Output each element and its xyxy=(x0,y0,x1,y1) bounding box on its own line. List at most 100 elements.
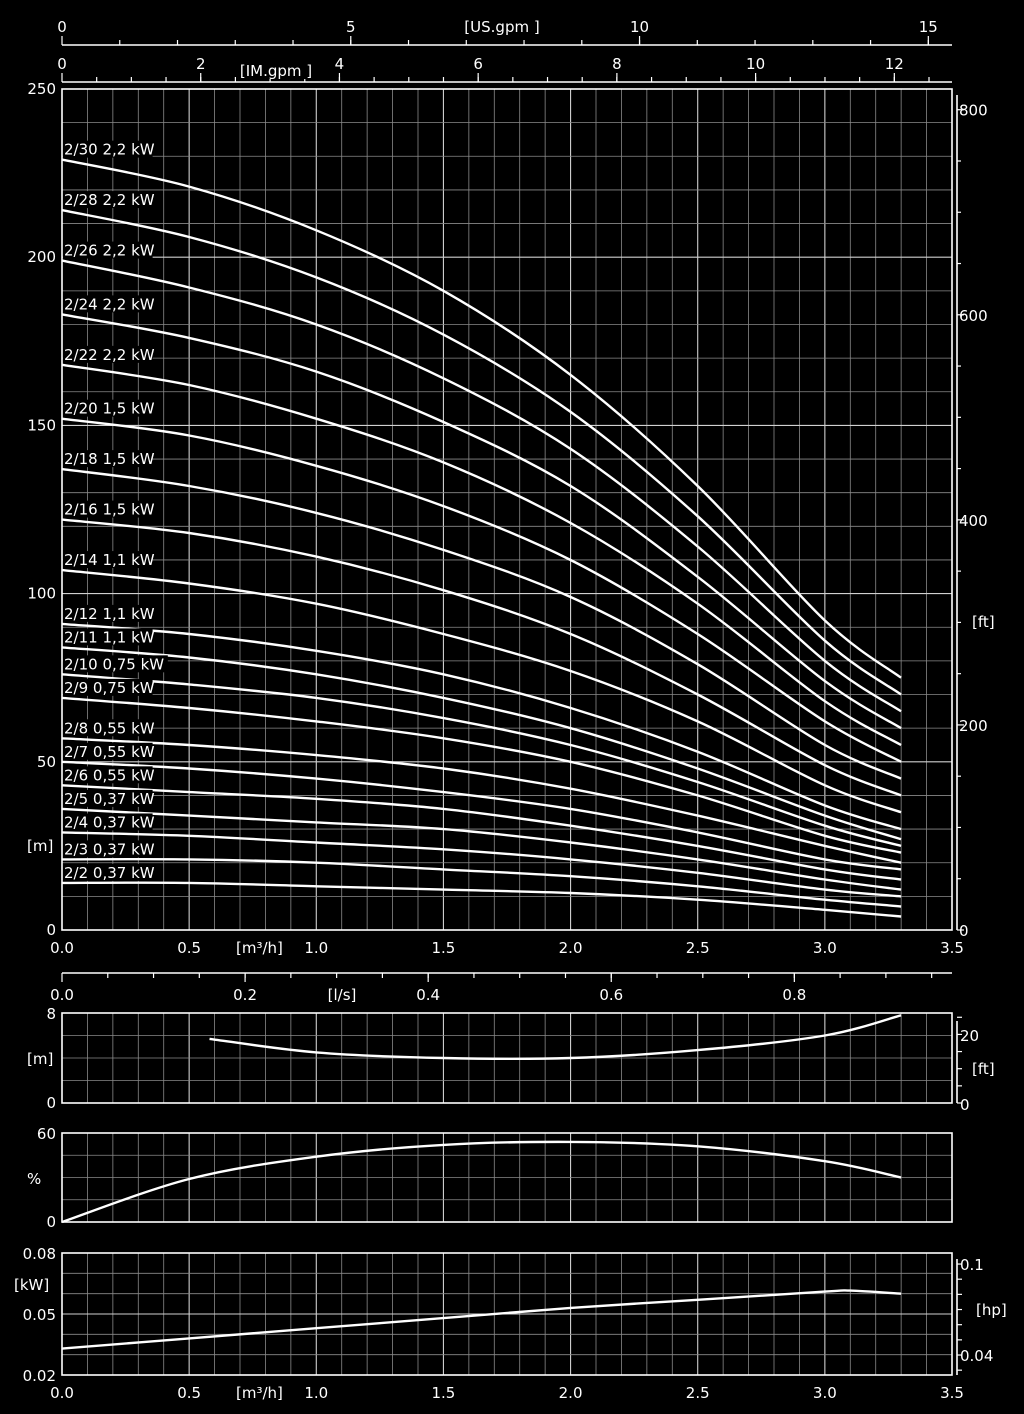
series-label: 2/2 0,37 kW xyxy=(64,864,155,882)
x-tick-label: 3.5 xyxy=(940,939,964,957)
npsh-curve xyxy=(209,1014,902,1061)
series-label-bg xyxy=(63,295,153,313)
series-label-bg xyxy=(63,655,168,673)
y-tick-label: 0 xyxy=(46,921,56,939)
series-label-group: 2/30 2,2 kW xyxy=(63,140,155,159)
y-tick-label: 200 xyxy=(27,248,56,266)
us-gpm-tick-label: 15 xyxy=(919,18,938,36)
series-label-bg xyxy=(63,450,153,468)
series-label: 2/10 0,75 kW xyxy=(64,655,164,673)
plot-frame xyxy=(61,1252,953,1376)
series-label-group: 2/4 0,37 kW xyxy=(63,813,155,831)
im-gpm-tick-label: 12 xyxy=(885,55,904,73)
x-tick-label: 1.5 xyxy=(431,939,455,957)
y-tick-label: 50 xyxy=(37,753,56,771)
im-gpm-axis-label: [IM.gpm ] xyxy=(240,62,312,80)
series-label: 2/28 2,2 kW xyxy=(64,191,155,209)
y-axis-label: [m] xyxy=(27,1050,53,1068)
series-label-group: 2/7 0,55 kW xyxy=(63,742,155,761)
x-tick-label: 2.0 xyxy=(559,939,583,957)
us-gpm-tick-label: 10 xyxy=(630,18,649,36)
series-label: 2/8 0,55 kW xyxy=(64,719,155,737)
y2-tick-label: 0 xyxy=(959,922,969,940)
plot-frame xyxy=(61,1132,953,1223)
x-axis-label: [m³/h] xyxy=(236,1384,283,1402)
series-label-group: 2/2 0,37 kW xyxy=(63,863,155,882)
im-gpm-tick-label: 4 xyxy=(335,55,345,73)
plot-frame xyxy=(61,1012,953,1104)
x-tick-label: 1.5 xyxy=(431,1384,455,1402)
efficiency-curve xyxy=(61,1140,902,1224)
y2-tick-label: 0.1 xyxy=(960,1256,984,1274)
head-curve-4 xyxy=(61,363,902,747)
im-gpm-tick-label: 10 xyxy=(746,55,765,73)
series-label: 2/9 0,75 kW xyxy=(64,679,155,697)
series-label-bg xyxy=(63,500,153,518)
series-label: 2/22 2,2 kW xyxy=(64,346,155,364)
x-tick-label: 1.0 xyxy=(304,939,328,957)
series-label-bg xyxy=(63,789,153,807)
series-label-bg xyxy=(63,863,153,881)
series-label-bg xyxy=(63,813,153,831)
series-label: 2/4 0,37 kW xyxy=(64,813,155,831)
x-tick-label: 0.5 xyxy=(177,1384,201,1402)
series-label-group: 2/11 1,1 kW xyxy=(63,628,155,646)
series-label: 2/6 0,55 kW xyxy=(64,766,155,784)
head-curve-18 xyxy=(61,857,902,908)
series-label-group: 2/14 1,1 kW xyxy=(63,551,155,569)
series-label: 2/12 1,1 kW xyxy=(64,605,155,623)
head-curve-5 xyxy=(61,417,902,763)
y-tick-label: 0 xyxy=(46,1094,56,1112)
x-tick-label: 2.0 xyxy=(559,1384,583,1402)
y2-axis-label: [hp] xyxy=(976,1301,1007,1319)
plot-frame xyxy=(61,88,953,931)
head-curve-14 xyxy=(61,760,902,871)
series-label-group: 2/5 0,37 kW xyxy=(63,789,155,808)
y2-tick-label: 20 xyxy=(960,1027,979,1045)
y2-axis-label: [ft] xyxy=(972,613,995,631)
x-tick-label: 2.5 xyxy=(686,939,710,957)
series-label-group: 2/22 2,2 kW xyxy=(63,345,155,364)
head-curve-11 xyxy=(61,673,902,848)
series-label-bg xyxy=(63,766,153,784)
y-axis-label: [kW] xyxy=(14,1276,49,1294)
series-label-group: 2/10 0,75 kW xyxy=(63,655,168,673)
x-tick-label: 3.0 xyxy=(813,1384,837,1402)
series-label-group: 2/8 0,55 kW xyxy=(63,719,155,737)
head-curve-19 xyxy=(61,881,902,918)
series-label: 2/26 2,2 kW xyxy=(64,242,155,260)
ls-tick-label: 0.2 xyxy=(233,986,257,1004)
ls-tick-label: 0.4 xyxy=(416,986,440,1004)
head-curve-2 xyxy=(61,259,902,713)
head-curve-12 xyxy=(61,696,902,854)
series-label: 2/16 1,5 kW xyxy=(64,501,155,519)
y2-tick-label: 200 xyxy=(959,717,988,735)
series-label: 2/30 2,2 kW xyxy=(64,141,155,159)
head-curve-16 xyxy=(61,807,902,891)
series-label-group: 2/20 1,5 kW xyxy=(63,399,155,418)
y-tick-label: 250 xyxy=(27,80,56,98)
series-label-group: 2/26 2,2 kW xyxy=(63,241,155,260)
im-gpm-tick-label: 8 xyxy=(612,55,622,73)
series-label-group: 2/16 1,5 kW xyxy=(63,501,155,519)
x-tick-label: 0.0 xyxy=(50,939,74,957)
ls-axis-label: [l/s] xyxy=(328,986,357,1004)
y-tick-label: 0.08 xyxy=(23,1245,56,1263)
x-tick-label: 2.5 xyxy=(686,1384,710,1402)
us-gpm-axis-label: [US.gpm ] xyxy=(464,18,539,36)
y-tick-label: 60 xyxy=(37,1125,56,1143)
series-label-bg xyxy=(63,628,153,646)
ls-tick-label: 0.0 xyxy=(50,986,74,1004)
y-tick-label: 0.05 xyxy=(23,1306,56,1324)
series-label-bg xyxy=(63,191,153,209)
series-label: 2/24 2,2 kW xyxy=(64,295,155,313)
y2-axis-label: [ft] xyxy=(972,1060,995,1078)
ls-tick-label: 0.8 xyxy=(782,986,806,1004)
y-tick-label: 100 xyxy=(27,585,56,603)
y-axis-label: [m] xyxy=(27,837,53,855)
y-axis-label: % xyxy=(27,1170,41,1188)
series-label-group: 2/28 2,2 kW xyxy=(63,191,155,209)
series-label-group: 2/24 2,2 kW xyxy=(63,295,155,313)
power-curve xyxy=(61,1289,902,1350)
series-label-group: 2/9 0,75 kW xyxy=(63,678,155,697)
